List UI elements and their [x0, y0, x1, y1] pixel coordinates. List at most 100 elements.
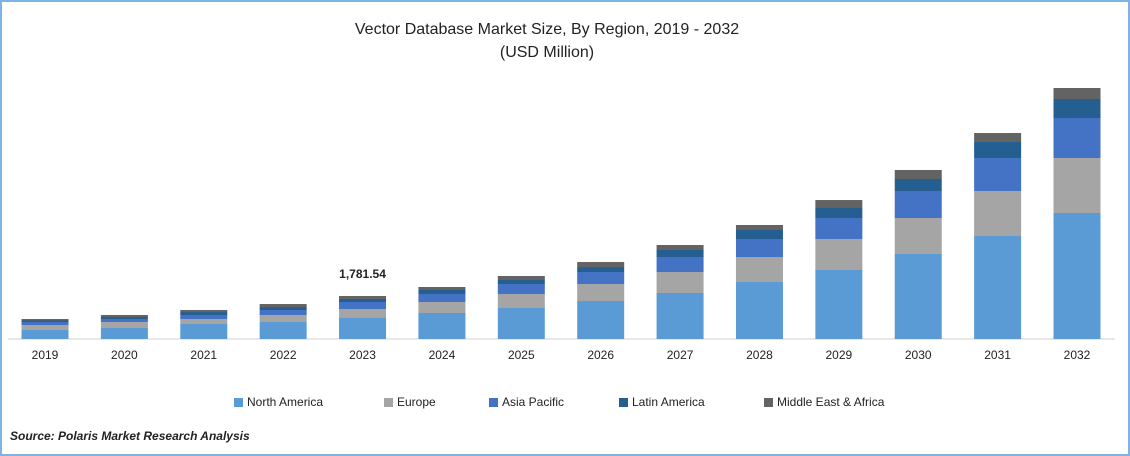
legend-label: Middle East & Africa	[777, 395, 885, 409]
bar-segment	[656, 245, 704, 251]
bar-segment	[894, 178, 942, 191]
x-tick-label: 2030	[905, 348, 932, 362]
x-tick-label: 2023	[349, 348, 376, 362]
bar-segment	[21, 319, 69, 321]
bar-segment	[418, 287, 466, 291]
bar-segment	[497, 308, 545, 339]
x-tick-label: 2021	[190, 348, 217, 362]
bar-segment	[735, 229, 783, 240]
bar-segment	[815, 269, 863, 339]
data-label: 1,781.54	[339, 267, 386, 281]
bar-segment	[259, 304, 307, 308]
bar-segment	[577, 272, 625, 285]
legend-swatch	[234, 398, 243, 407]
x-tick-label: 2022	[270, 348, 297, 362]
x-tick-label: 2027	[667, 348, 694, 362]
bar-segment	[180, 315, 228, 320]
bar-segment	[815, 218, 863, 240]
bar-segment	[894, 190, 942, 219]
bar-segment	[815, 208, 863, 219]
legend-swatch	[764, 398, 773, 407]
bar-segment	[656, 292, 704, 339]
bar-segment	[100, 327, 148, 339]
x-tick-label: 2032	[1064, 348, 1091, 362]
legend-swatch	[489, 398, 498, 407]
bar-segment	[21, 329, 69, 339]
bar-segment	[497, 284, 545, 295]
bar-segment	[974, 158, 1022, 192]
bar-segment	[418, 294, 466, 302]
bar-segment	[21, 325, 69, 330]
bar-segment	[815, 200, 863, 209]
legend-swatch	[384, 398, 393, 407]
bar-segment	[656, 271, 704, 293]
bar-segment	[735, 257, 783, 283]
bar-segment	[259, 322, 307, 339]
bar-segment	[497, 294, 545, 309]
bar-segment	[259, 315, 307, 323]
bar-segment	[100, 316, 148, 319]
bar-segment	[577, 267, 625, 273]
bar-segment	[656, 257, 704, 272]
x-tick-label: 2020	[111, 348, 138, 362]
bar-segment	[577, 301, 625, 339]
bar-segment	[259, 307, 307, 311]
bar-segment	[974, 133, 1022, 143]
bar-segment	[100, 321, 148, 328]
bar-segment	[497, 276, 545, 281]
bar-segment	[259, 310, 307, 316]
bar-segment	[418, 290, 466, 295]
bar-segment	[1053, 157, 1101, 214]
bar-segment	[418, 313, 466, 339]
bar-segment	[894, 218, 942, 254]
x-tick-label: 2025	[508, 348, 535, 362]
bar-segment	[735, 239, 783, 258]
x-tick-label: 2029	[825, 348, 852, 362]
x-tick-label: 2028	[746, 348, 773, 362]
x-tick-label: 2026	[587, 348, 614, 362]
bar-segment	[180, 319, 228, 325]
bar-segment	[974, 191, 1022, 237]
bar-segment	[974, 236, 1022, 339]
legend-label: Latin America	[632, 395, 705, 409]
bar-segment	[656, 250, 704, 258]
x-tick-label: 2031	[984, 348, 1011, 362]
bar-segment	[1053, 118, 1101, 158]
chart-subtitle: (USD Million)	[500, 44, 594, 61]
bar-segment	[577, 262, 625, 268]
legend-label: Europe	[397, 395, 436, 409]
bar-segment	[497, 280, 545, 285]
x-tick-label: 2024	[429, 348, 456, 362]
bar-segment	[339, 301, 387, 309]
legend-label: North America	[247, 395, 323, 409]
bar-segment	[180, 312, 228, 316]
bar-segment	[21, 320, 69, 323]
bar-segment	[815, 239, 863, 270]
bar-segment	[894, 169, 942, 179]
bar-segment	[100, 314, 148, 317]
source: Source: Polaris Market Research Analysis	[10, 429, 250, 443]
bar-segment	[339, 298, 387, 302]
bar-segment	[894, 253, 942, 339]
chart-title: Vector Database Market Size, By Region, …	[355, 21, 739, 38]
bar-segment	[339, 318, 387, 339]
bar-segment	[735, 225, 783, 230]
bar-segment	[339, 295, 387, 299]
bar-segment	[1053, 213, 1101, 339]
bar-segment	[21, 322, 69, 326]
bar-segment	[418, 301, 466, 314]
bar-segment	[100, 318, 148, 322]
legend-label: Asia Pacific	[502, 395, 564, 409]
bar-segment	[339, 308, 387, 319]
bar-segment	[180, 324, 228, 339]
bar-segment	[974, 142, 1022, 159]
x-tick-label: 2019	[32, 348, 59, 362]
bar-segment	[1053, 99, 1101, 119]
bar-segment	[180, 310, 228, 313]
bar-segment	[1053, 88, 1101, 100]
legend-swatch	[619, 398, 628, 407]
bar-segment	[577, 284, 625, 302]
bar-segment	[735, 282, 783, 339]
